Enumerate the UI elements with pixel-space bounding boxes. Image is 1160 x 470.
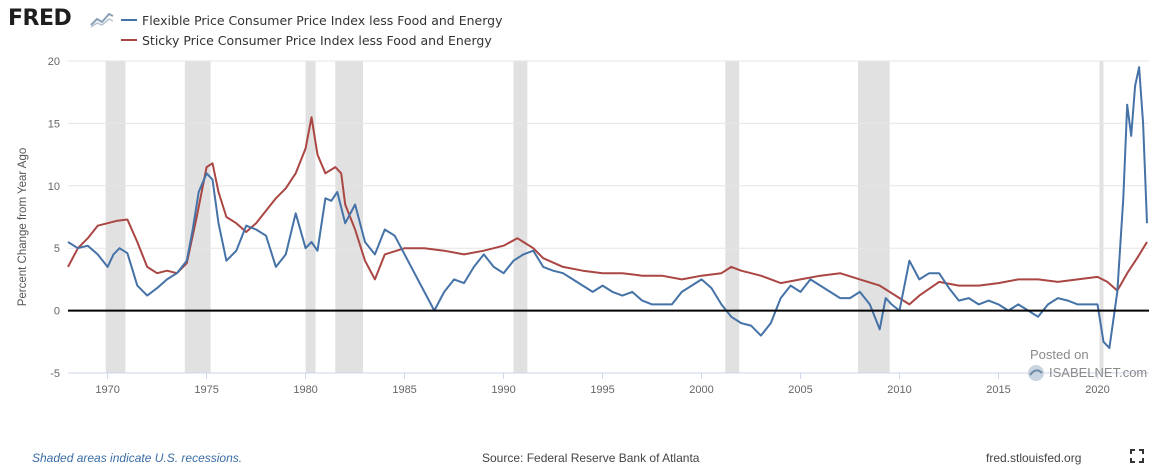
y-axis-title: Percent Change from Year Ago bbox=[17, 148, 29, 307]
x-tick-label: 1995 bbox=[590, 384, 614, 396]
x-tick-label: 1990 bbox=[491, 384, 515, 396]
watermark: Posted on ISABELNET.com bbox=[1018, 346, 1158, 386]
legend-item-flexible[interactable]: Flexible Price Consumer Price Index less… bbox=[121, 10, 502, 30]
y-tick-label: 10 bbox=[48, 181, 60, 193]
recession-band bbox=[1099, 61, 1104, 373]
x-tick-label: 1980 bbox=[293, 384, 317, 396]
series-lines bbox=[67, 66, 1148, 349]
y-tick-label: 15 bbox=[48, 118, 60, 130]
series-line-sticky bbox=[67, 116, 1148, 306]
series-line-flexible bbox=[67, 66, 1148, 349]
legend-item-sticky[interactable]: Sticky Price Consumer Price Index less F… bbox=[121, 30, 502, 50]
recessions-note[interactable]: Shaded areas indicate U.S. recessions. bbox=[32, 451, 243, 465]
y-tick-label: 0 bbox=[54, 306, 60, 318]
watermark-line1: Posted on bbox=[1030, 347, 1089, 362]
source-text: Source: Federal Reserve Bank of Atlanta bbox=[482, 451, 700, 465]
recession-band bbox=[305, 61, 316, 373]
x-tick-label: 1970 bbox=[95, 384, 119, 396]
isabelnet-logo-icon bbox=[1028, 365, 1044, 381]
x-tick-label: 2015 bbox=[986, 384, 1010, 396]
fred-logo[interactable]: FRED bbox=[8, 6, 72, 31]
x-tick-label: 1975 bbox=[194, 384, 218, 396]
legend-label-sticky: Sticky Price Consumer Price Index less F… bbox=[142, 32, 492, 48]
recession-band bbox=[513, 61, 528, 373]
axes: -5 0 5 10 15 20 1970 1975 1980 1985 1990 1995 2000 20… bbox=[17, 56, 1149, 396]
site-link[interactable]: fred.stlouisfed.org bbox=[986, 451, 1082, 465]
fullscreen-icon[interactable] bbox=[1130, 449, 1144, 463]
x-tick-label: 2000 bbox=[689, 384, 713, 396]
legend-swatch-flexible bbox=[121, 19, 137, 21]
x-tick-label: 1985 bbox=[392, 384, 416, 396]
y-tick-label: 5 bbox=[54, 243, 60, 255]
recession-band bbox=[105, 61, 126, 373]
x-tick-label: 2010 bbox=[887, 384, 911, 396]
x-tick-label: 2020 bbox=[1085, 384, 1109, 396]
fred-chart-icon bbox=[90, 12, 114, 28]
y-tick-label: -5 bbox=[50, 368, 60, 380]
y-tick-label: 20 bbox=[48, 56, 60, 68]
grid bbox=[68, 60, 1149, 374]
recession-band bbox=[725, 61, 740, 373]
recession-shading bbox=[105, 61, 1104, 373]
watermark-line2: ISABELNET.com bbox=[1049, 365, 1148, 380]
legend: Flexible Price Consumer Price Index less… bbox=[121, 10, 502, 50]
legend-swatch-sticky bbox=[121, 39, 137, 41]
x-tick-label: 2005 bbox=[788, 384, 812, 396]
legend-label-flexible: Flexible Price Consumer Price Index less… bbox=[142, 12, 503, 28]
recession-band bbox=[857, 61, 890, 373]
